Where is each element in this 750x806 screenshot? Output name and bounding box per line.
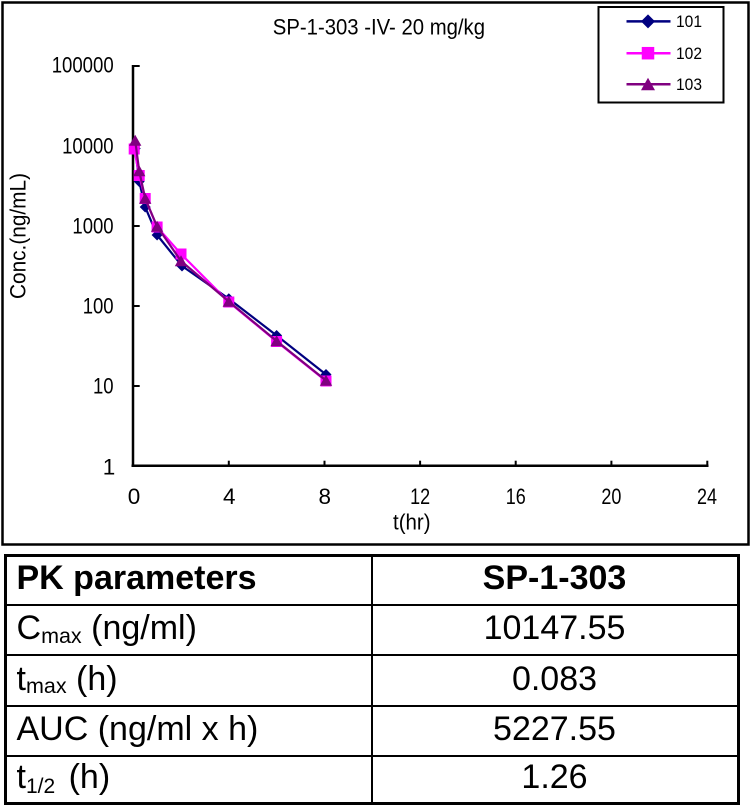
svg-text:SP-1-303 -IV- 20 mg/kg: SP-1-303 -IV- 20 mg/kg (273, 15, 485, 40)
svg-text:1: 1 (103, 454, 116, 479)
svg-text:12: 12 (410, 484, 430, 509)
svg-text:20: 20 (601, 484, 621, 509)
svg-text:Conc.(ng/mL): Conc.(ng/mL) (6, 173, 31, 299)
svg-text:100000: 100000 (52, 53, 114, 78)
svg-text:10000: 10000 (62, 134, 114, 159)
svg-text:8: 8 (319, 484, 332, 509)
svg-text:0: 0 (128, 484, 141, 509)
svg-text:24: 24 (697, 484, 717, 509)
svg-text:10: 10 (93, 374, 114, 399)
svg-text:t(hr): t(hr) (393, 510, 431, 535)
svg-text:16: 16 (506, 484, 526, 509)
svg-text:103: 103 (676, 75, 702, 94)
svg-text:102: 102 (676, 44, 702, 63)
svg-text:100: 100 (83, 294, 114, 319)
svg-text:1000: 1000 (72, 214, 113, 239)
svg-text:4: 4 (223, 484, 236, 509)
svg-text:101: 101 (676, 12, 702, 31)
